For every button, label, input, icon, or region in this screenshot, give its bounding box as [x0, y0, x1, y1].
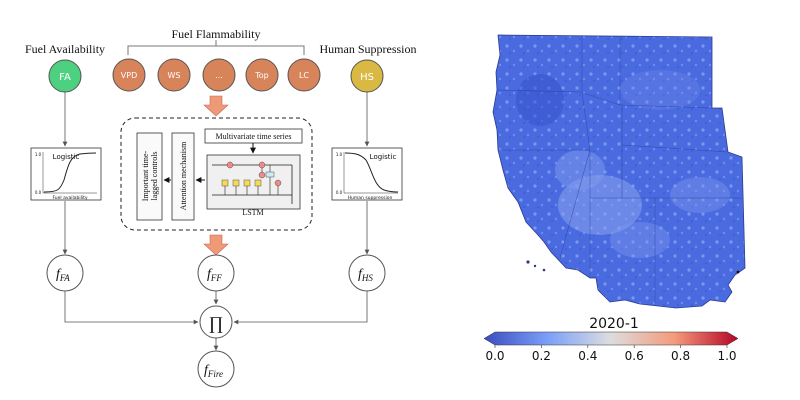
fuel-flammability-heading: Fuel Flammability	[172, 27, 261, 41]
line-ffa-to-product	[64, 291, 199, 325]
f-hs-node: fHS	[348, 254, 386, 292]
axis-zero-hs: 0.0	[336, 190, 343, 195]
colorbar: 0.0 0.2 0.4 0.6 0.8 1.0	[483, 331, 739, 363]
human-suppression-heading: Human Suppression	[320, 42, 417, 56]
colorbar-tick-2: 0.4	[578, 349, 597, 363]
driver-ws: WS	[157, 58, 191, 92]
logistic-curve-hs	[344, 152, 399, 193]
logistic-curve-fa	[43, 152, 97, 193]
fa-node-label: FA	[59, 72, 71, 83]
f-fa-node: fFA	[46, 254, 84, 292]
f-fa-subscript: FA	[59, 273, 70, 283]
f-ff-node: fFF	[197, 254, 235, 292]
fire-probability-map: 2020-1 0.0 0.2 0.4 0.6 0.8 1.0	[483, 34, 746, 363]
logistic-plot-fa: Logistic 1.0 0.0 Fuel availability	[30, 147, 102, 201]
flow-arrow-from-model	[203, 234, 229, 256]
colorbar-tick-3: 0.6	[625, 349, 644, 363]
fa-node: FA	[48, 59, 82, 93]
fa-axis-label: Fuel availability	[52, 195, 87, 201]
logistic-label-hs: Logistic	[370, 153, 397, 161]
map-title: 2020-1	[589, 316, 639, 332]
controls-label-line2: lagged controls	[150, 151, 159, 200]
line-fhs-to-product	[233, 291, 368, 325]
fuel-availability-heading: Fuel Availability	[25, 42, 105, 56]
multivariate-box: Multivariate time series	[204, 128, 303, 144]
hs-node: HS	[350, 59, 384, 93]
colorbar-tick-5: 1.0	[717, 349, 736, 363]
svg-text:fFF: fFF	[207, 267, 222, 283]
logistic-plot-hs: Logistic 1.0 0.0 Human suppression	[331, 147, 403, 201]
f-fire-subscript: Fire	[207, 369, 223, 379]
lstm-cell: LSTM	[206, 154, 301, 217]
lstm-label: LSTM	[242, 208, 263, 217]
product-symbol: ∏	[209, 313, 224, 333]
driver-top-label: Top	[254, 71, 269, 80]
driver-ellipsis: ...	[202, 58, 236, 92]
island-3	[542, 268, 546, 272]
f-hs-symbol: f	[358, 267, 364, 282]
svg-text:fFA: fFA	[56, 267, 70, 283]
svg-text:fHS: fHS	[358, 267, 373, 283]
axis-one-hs: 1.0	[336, 152, 343, 157]
f-fire-symbol: f	[204, 363, 210, 378]
driver-ws-label: WS	[168, 71, 181, 80]
driver-lc-label: LC	[299, 71, 309, 80]
f-ff-subscript: FF	[210, 273, 222, 283]
driver-lc: LC	[287, 58, 321, 92]
logistic-label-fa: Logistic	[53, 153, 80, 161]
f-fa-symbol: f	[56, 267, 62, 282]
drivers-brace	[127, 40, 305, 55]
island-2	[533, 264, 537, 268]
f-fire-node: fFire	[197, 350, 235, 388]
island-4	[736, 270, 740, 274]
axis-one-fa: 1.0	[35, 152, 42, 157]
colorbar-tick-1: 0.2	[532, 349, 551, 363]
hs-axis-label: Human suppression	[348, 195, 393, 201]
controls-label-line1: Important time-	[141, 150, 150, 201]
flow-diagram: Fuel Availability Fuel Flammability Huma…	[25, 27, 417, 388]
attention-box: Attention mechanism	[171, 132, 195, 221]
product-node: ∏	[199, 305, 233, 339]
multivariate-label: Multivariate time series	[216, 132, 292, 141]
driver-vpd: VPD	[112, 58, 146, 92]
f-ff-symbol: f	[207, 267, 213, 282]
driver-top: Top	[245, 58, 279, 92]
flow-arrow-to-model	[203, 95, 229, 117]
hs-node-label: HS	[360, 72, 374, 83]
driver-vpd-label: VPD	[121, 71, 137, 80]
svg-text:fFire: fFire	[204, 363, 223, 379]
colorbar-tick-0: 0.0	[485, 349, 504, 363]
controls-box: Important time- lagged controls	[136, 132, 163, 221]
island-1	[526, 260, 530, 264]
colorbar-body	[483, 331, 739, 346]
driver-ellipsis-label: ...	[215, 71, 223, 80]
f-hs-subscript: HS	[361, 273, 373, 283]
attention-label: Attention mechanism	[179, 141, 188, 210]
colorbar-tick-4: 0.8	[671, 349, 690, 363]
map-fill	[493, 35, 745, 308]
axis-zero-fa: 0.0	[35, 190, 42, 195]
